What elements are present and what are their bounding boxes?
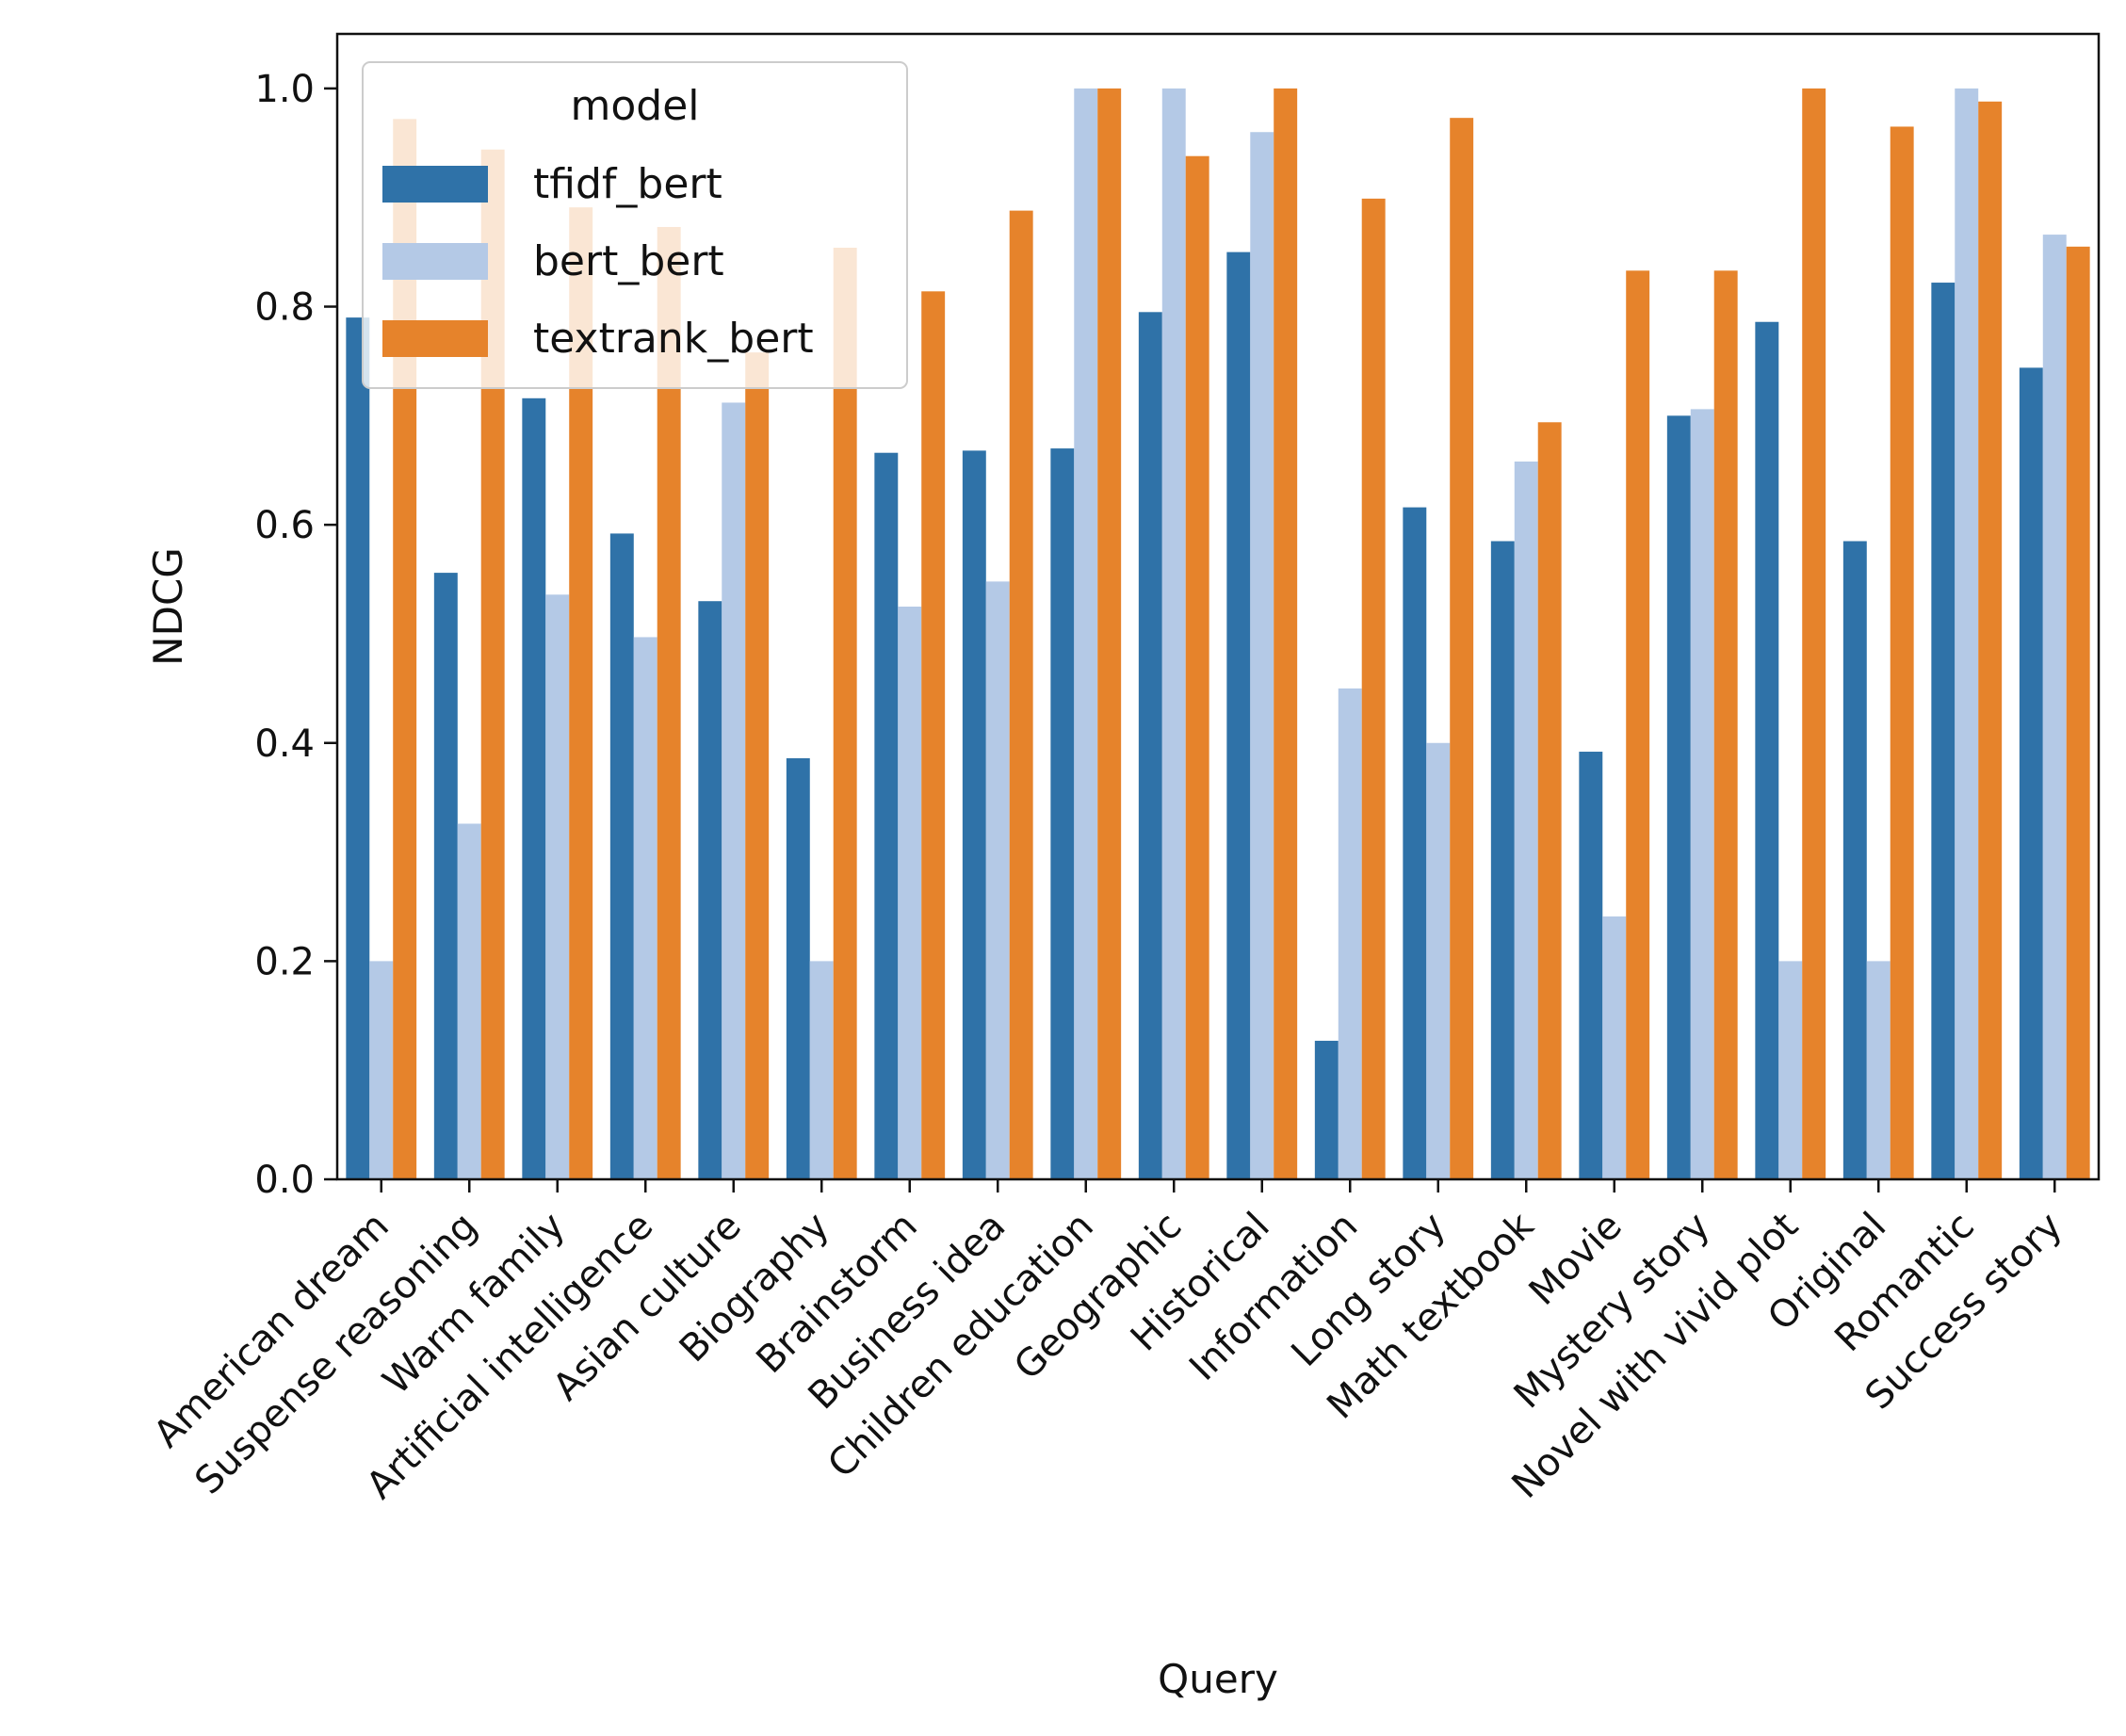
y-tick-label: 0.8: [254, 286, 315, 330]
bar-bert-bert-artificial-intelligence: [633, 637, 657, 1179]
bar-textrank-bert-children-education: [1097, 88, 1122, 1179]
bar-tfidf-bert-movie: [1579, 752, 1603, 1179]
bar-bert-bert-movie: [1602, 916, 1627, 1179]
bar-textrank-bert-original: [1890, 126, 1914, 1180]
bar-tfidf-bert-mystery-story: [1666, 415, 1691, 1180]
legend: model tfidf_bert bert_bert textrank_bert: [362, 61, 908, 389]
bar-tfidf-bert-artificial-intelligence: [609, 533, 634, 1179]
bar-bert-bert-romantic: [1955, 88, 1979, 1179]
bar-tfidf-bert-long-story: [1403, 507, 1427, 1179]
bar-bert-bert-mystery-story: [1690, 409, 1714, 1179]
bar-textrank-bert-novel-with-vivid-plot: [1802, 88, 1826, 1179]
bar-tfidf-bert-warm-family: [522, 397, 546, 1179]
bar-tfidf-bert-romantic: [1931, 283, 1956, 1179]
bar-tfidf-bert-information: [1314, 1040, 1339, 1179]
y-tick-label: 0.4: [254, 722, 315, 766]
bar-bert-bert-biography: [809, 961, 834, 1179]
legend-label-textrank-bert: textrank_bert: [533, 315, 814, 363]
bar-textrank-bert-romantic: [1978, 101, 2003, 1179]
bar-tfidf-bert-children-education: [1050, 448, 1075, 1180]
y-axis-label: NDCG: [145, 547, 191, 666]
bar-bert-bert-math-textbook: [1514, 461, 1538, 1180]
legend-box: [362, 61, 908, 389]
bar-textrank-bert-asian-culture: [745, 352, 770, 1179]
bar-bert-bert-american-dream: [369, 961, 394, 1179]
bar-tfidf-bert-brainstorm: [874, 452, 899, 1180]
bar-textrank-bert-mystery-story: [1713, 270, 1738, 1179]
bar-textrank-bert-brainstorm: [921, 291, 946, 1179]
legend-title: model: [570, 82, 699, 130]
legend-swatch-textrank-bert: [382, 320, 488, 357]
bar-bert-bert-novel-with-vivid-plot: [1778, 961, 1803, 1179]
bar-textrank-bert-biography: [833, 247, 857, 1179]
bar-textrank-bert-long-story: [1450, 118, 1474, 1179]
y-tick-label: 1.0: [254, 68, 315, 111]
bar-bert-bert-historical: [1250, 132, 1274, 1180]
bar-tfidf-bert-biography: [786, 757, 810, 1179]
bar-tfidf-bert-suspense-reasoning: [433, 573, 458, 1179]
bar-textrank-bert-information: [1361, 198, 1386, 1179]
bar-tfidf-bert-novel-with-vivid-plot: [1755, 321, 1779, 1179]
bar-bert-bert-asian-culture: [722, 402, 746, 1179]
bar-bert-bert-brainstorm: [898, 607, 922, 1179]
bar-bert-bert-long-story: [1426, 742, 1451, 1179]
bar-tfidf-bert-original: [1842, 541, 1867, 1179]
legend-label-bert-bert: bert_bert: [533, 237, 724, 285]
bar-textrank-bert-geographic: [1185, 155, 1209, 1180]
y-tick-label: 0.6: [254, 504, 315, 547]
bar-textrank-bert-business-idea: [1009, 210, 1033, 1180]
bar-textrank-bert-historical: [1274, 88, 1298, 1179]
legend-label-tfidf-bert: tfidf_bert: [533, 160, 722, 208]
y-tick-label: 0.0: [254, 1159, 315, 1202]
bar-tfidf-bert-historical: [1226, 251, 1251, 1179]
bar-tfidf-bert-math-textbook: [1490, 541, 1515, 1179]
bar-bert-bert-success-story: [2042, 235, 2067, 1180]
bar-tfidf-bert-asian-culture: [698, 601, 722, 1179]
bar-bert-bert-original: [1866, 961, 1891, 1179]
legend-swatch-tfidf-bert: [382, 166, 488, 203]
bar-bert-bert-geographic: [1161, 88, 1186, 1179]
bar-tfidf-bert-business-idea: [962, 450, 986, 1179]
bar-bert-bert-information: [1338, 688, 1362, 1179]
y-axis: 0.0 0.2 0.4 0.6 0.8 1.0: [254, 68, 337, 1202]
bar-tfidf-bert-american-dream: [346, 317, 370, 1180]
bar-bert-bert-warm-family: [545, 594, 570, 1179]
plot-frame: [335, 32, 2101, 1181]
y-tick-label: 0.2: [254, 940, 315, 983]
bar-tfidf-bert-success-story: [2019, 367, 2043, 1179]
bar-bert-bert-children-education: [1074, 88, 1098, 1179]
bar-textrank-bert-movie: [1626, 270, 1650, 1179]
bar-textrank-bert-math-textbook: [1537, 422, 1562, 1179]
x-axis-label: Query: [1158, 1656, 1278, 1702]
bar-bert-bert-business-idea: [985, 581, 1010, 1179]
bar-tfidf-bert-geographic: [1138, 312, 1162, 1179]
legend-swatch-bert-bert: [382, 243, 488, 280]
bar-bert-bert-suspense-reasoning: [457, 823, 481, 1179]
bar-textrank-bert-success-story: [2066, 246, 2090, 1180]
